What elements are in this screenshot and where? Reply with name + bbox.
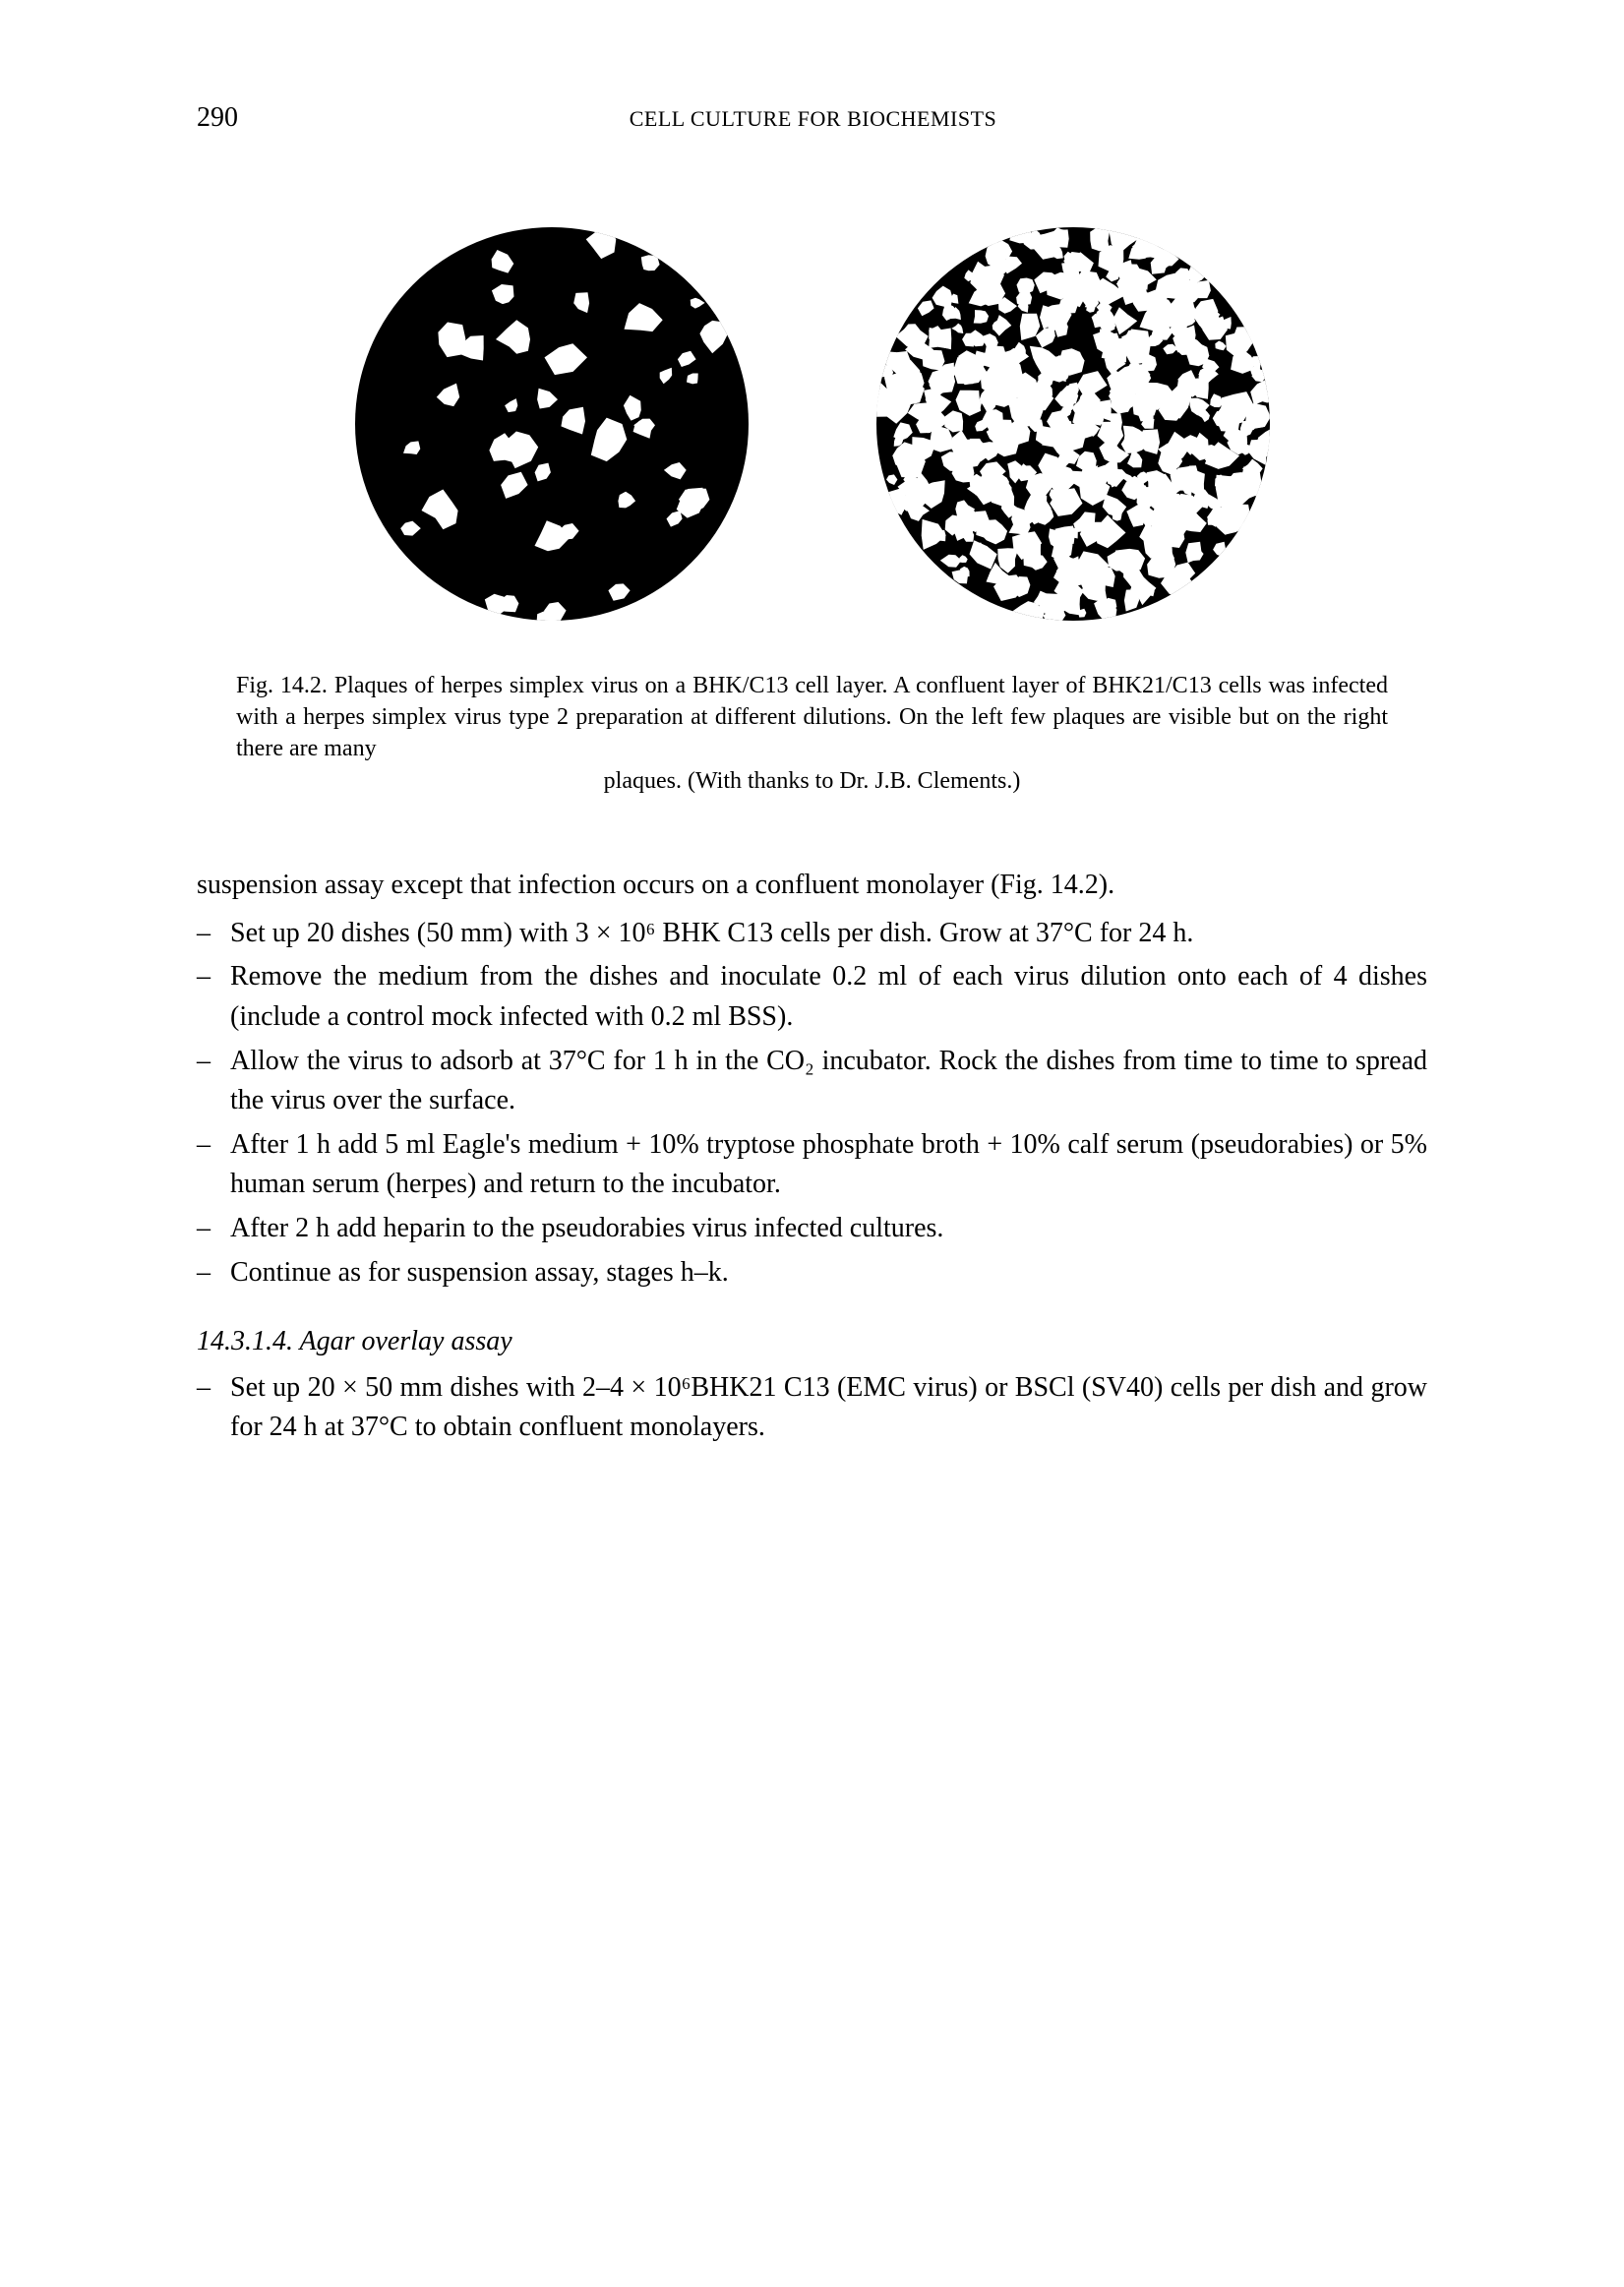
plaque-dish-left [345,217,758,631]
figure-caption: Fig. 14.2. Plaques of herpes simplex vir… [236,670,1388,798]
protocol-list-agar: Set up 20 × 50 mm dishes with 2–4 × 10⁶B… [197,1368,1427,1448]
protocol-step: After 1 h add 5 ml Eagle's medium + 10% … [197,1125,1427,1205]
protocol-list-main: Set up 20 dishes (50 mm) with 3 × 10⁶ BH… [197,914,1427,1293]
protocol-step: Remove the medium from the dishes and in… [197,957,1427,1037]
protocol-step: Allow the virus to adsorb at 37°C for 1 … [197,1042,1427,1121]
protocol-step: After 2 h add heparin to the pseudorabie… [197,1209,1427,1249]
running-title: CELL CULTURE FOR BIOCHEMISTS [238,103,1388,135]
plaque-dish-right [867,217,1280,631]
caption-line: Fig. 14.2. Plaques of herpes simplex vir… [236,670,1388,765]
protocol-step: Set up 20 × 50 mm dishes with 2–4 × 10⁶B… [197,1368,1427,1448]
caption-line: plaques. (With thanks to Dr. J.B. Clemen… [236,765,1388,797]
figure-14-2 [197,217,1427,631]
protocol-step: Set up 20 dishes (50 mm) with 3 × 10⁶ BH… [197,914,1427,954]
page-number: 290 [197,98,238,139]
intro-paragraph: suspension assay except that infection o… [197,866,1427,906]
section-heading: 14.3.1.4. Agar overlay assay [197,1322,1427,1362]
page-header: 290 CELL CULTURE FOR BIOCHEMISTS [197,98,1427,139]
protocol-step: Continue as for suspension assay, stages… [197,1253,1427,1294]
